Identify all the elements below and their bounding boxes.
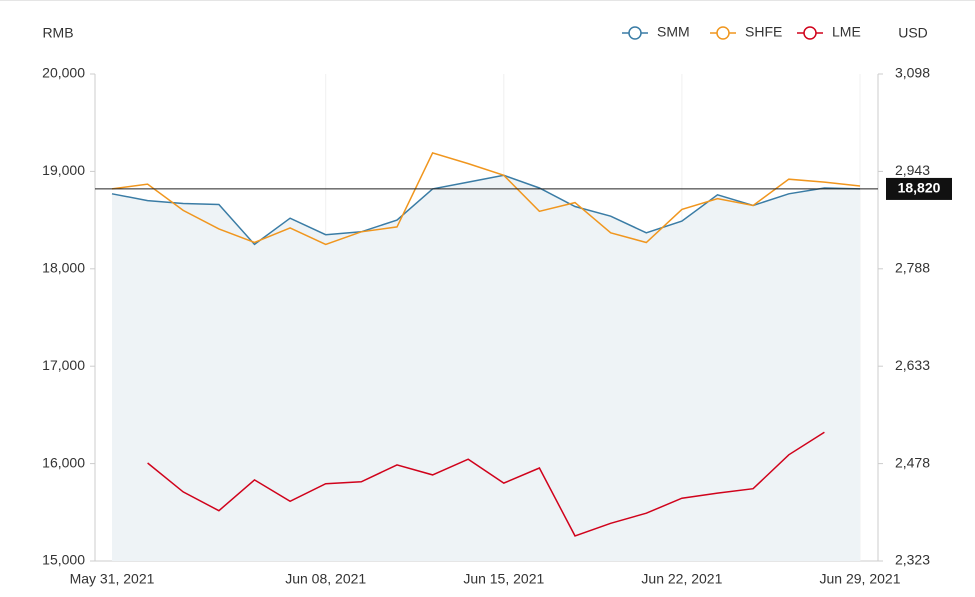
legend-marker [803, 26, 817, 40]
y2-tick-label: 2,788 [895, 260, 930, 276]
marker-label: 18,820 [898, 180, 941, 196]
line [111, 174, 861, 246]
marker-box [886, 177, 952, 200]
x-tick-label: May 31, 2021 [70, 571, 155, 587]
y2-tick-label: 2,943 [895, 162, 930, 178]
legend-label: SMM [657, 24, 690, 40]
x-tick-label: Jun 22, 2021 [641, 571, 722, 587]
y-axis-title: RMB [42, 25, 73, 41]
legend-item: SHFE [710, 24, 782, 40]
y2-axis-title: USD [898, 25, 928, 41]
line [111, 151, 861, 246]
y2-tick-label: 2,633 [895, 357, 930, 373]
y2-tick-label: 2,478 [895, 454, 930, 470]
x-tick-label: Jun 08, 2021 [285, 571, 366, 587]
line [147, 431, 825, 537]
y-tick-label: 17,000 [42, 357, 85, 373]
y-tick-label: 15,000 [42, 552, 85, 568]
legend-marker [628, 26, 642, 40]
y2-tick-label: 2,323 [895, 552, 930, 568]
y-tick-label: 20,000 [42, 65, 85, 81]
legend-item: SMM [622, 24, 690, 40]
area [112, 175, 860, 562]
y-tick-label: 18,000 [42, 260, 85, 276]
y-tick-label: 19,000 [42, 162, 85, 178]
y-tick-label: 16,000 [42, 454, 85, 470]
legend-item: LME [797, 24, 861, 40]
legend-marker [716, 26, 730, 40]
x-tick-label: Jun 29, 2021 [820, 571, 901, 587]
legend-label: LME [832, 24, 861, 40]
x-tick-label: Jun 15, 2021 [463, 571, 544, 587]
y2-tick-label: 3,098 [895, 65, 930, 81]
legend-label: SHFE [745, 24, 782, 40]
